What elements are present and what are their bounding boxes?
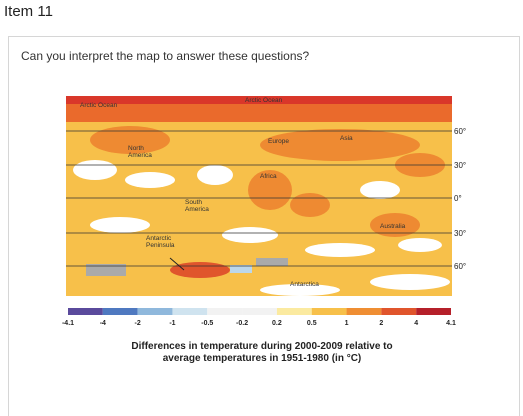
colorbar-segment [381, 308, 417, 315]
pointer-arrow [169, 257, 185, 271]
colorbar-label: -4.1 [62, 320, 74, 327]
colorbar-label: 1 [345, 320, 349, 327]
colorbar-label: -1 [169, 320, 175, 327]
colorbar-segment [242, 308, 277, 315]
colorbar-segment [207, 308, 243, 315]
arctic-top [66, 96, 452, 104]
colorbar-label: 4 [414, 320, 418, 327]
colorbar-label: -2 [135, 320, 141, 327]
map-label: Europe [268, 138, 289, 145]
map-label: America [185, 206, 209, 213]
latitude-lines [66, 130, 452, 267]
map-label: Peninsula [146, 242, 175, 249]
colorbar-segment [172, 308, 208, 315]
map-label: Africa [260, 173, 277, 180]
item-title: Item 11 [4, 3, 53, 20]
map-label: North [128, 145, 144, 152]
map-label: Antarctica [290, 281, 319, 288]
map-label: Arctic Ocean [245, 97, 283, 104]
map-label: Asia [340, 135, 353, 142]
colorbar-label: -4 [100, 320, 106, 327]
colorbar-segment [276, 308, 312, 315]
latitude-label: 30° [454, 161, 466, 170]
latitude-label: 60° [454, 127, 466, 136]
colorbar-label: -0.5 [201, 320, 213, 327]
colorbar: -4.1 -4 -2 -1 -0.5 -0.2 0.2 0.5 1 2 4 4.1 [62, 308, 456, 327]
colorbar-segment [346, 308, 382, 315]
latitude-label: 30° [454, 229, 466, 238]
latitude-label: 60° [454, 262, 466, 271]
caption-line: Differences in temperature during 2000-2… [131, 341, 392, 352]
latitude-labels: 60° 30° 0° 30° 60° [454, 127, 466, 271]
colorbar-segment [102, 308, 138, 315]
colorbar-label: -0.2 [236, 320, 248, 327]
no-data-areas [86, 258, 288, 276]
colorbar-label: 0.2 [272, 320, 282, 327]
colorbar-segment [137, 308, 173, 315]
colorbar-segment [416, 308, 451, 315]
map-label: America [128, 152, 152, 159]
colorbar-segment [68, 308, 103, 315]
map-label: Australia [380, 223, 406, 230]
colorbar-label: 4.1 [446, 320, 456, 327]
colorbar-label: 2 [379, 320, 383, 327]
map-label: Antarctic [146, 235, 172, 242]
caption-line: average temperatures in 1951-1980 (in °C… [163, 353, 362, 364]
colorbar-label: 0.5 [307, 320, 317, 327]
map-label: Arctic Ocean [80, 102, 118, 109]
question-text: Can you interpret the map to answer thes… [21, 49, 310, 63]
latitude-label: 0° [454, 194, 462, 203]
map-label: South [185, 199, 202, 206]
colorbar-segment [311, 308, 347, 315]
